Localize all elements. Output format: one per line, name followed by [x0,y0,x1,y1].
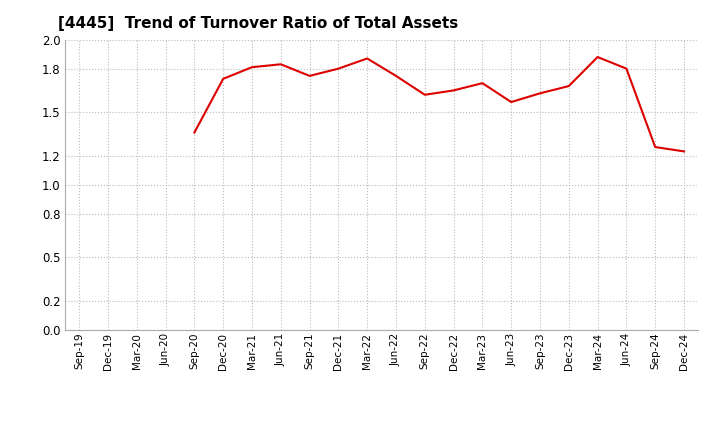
Text: [4445]  Trend of Turnover Ratio of Total Assets: [4445] Trend of Turnover Ratio of Total … [58,16,459,32]
